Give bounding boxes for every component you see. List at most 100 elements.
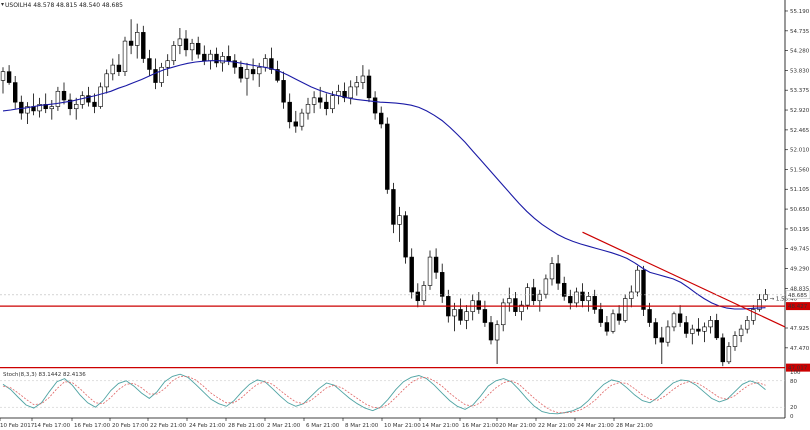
candle-body: [458, 309, 463, 321]
price-tick-label: 54.280: [790, 49, 810, 55]
support-lower-tag: [786, 363, 810, 372]
candle-body: [610, 313, 616, 332]
candle-body: [37, 104, 42, 112]
candle-body: [293, 121, 298, 127]
candle-body: [348, 86, 353, 99]
candle-body: [0, 71, 6, 81]
candle-body: [135, 32, 140, 46]
candle-body: [177, 38, 183, 46]
candle-body: [263, 58, 268, 68]
candle-body: [714, 320, 719, 339]
candle-body: [317, 97, 323, 103]
candle-body: [500, 302, 506, 326]
candle-body: [141, 32, 146, 59]
candle-body: [299, 112, 305, 127]
time-tick-label: 14 Feb 17:00: [34, 423, 71, 429]
candle-body: [525, 287, 530, 306]
price-tick-label: 49.745: [790, 247, 810, 253]
candle-body: [763, 294, 768, 300]
resistance-trendline[interactable]: [582, 231, 786, 328]
time-tick-label: 28 Mar 21:00: [616, 423, 653, 429]
candle-body: [635, 269, 640, 293]
candle-body: [702, 326, 707, 332]
candle-body: [580, 291, 585, 302]
candle-body: [464, 311, 469, 321]
candle-body: [244, 69, 250, 79]
candle-body: [281, 80, 286, 103]
time-tick-label: 14 Mar 21:00: [422, 423, 459, 429]
candle-body: [513, 298, 518, 312]
moving-average-line: [2, 60, 766, 310]
candle-body: [159, 66, 164, 83]
candle-body: [696, 328, 701, 332]
candle-body: [433, 256, 439, 273]
candle-body: [74, 104, 79, 110]
price-tick-label: 53.375: [790, 88, 810, 94]
price-tick-label: 52.920: [790, 108, 810, 114]
time-tick-label: 10 Mar 21:00: [384, 423, 421, 429]
candle-body: [519, 304, 524, 312]
candle-body: [122, 40, 128, 72]
candle-body: [208, 53, 213, 62]
candle-body: [397, 215, 402, 225]
candle-body: [6, 71, 12, 83]
price-tick-label: 54.735: [790, 29, 810, 35]
candle-body: [452, 309, 457, 317]
candle-body: [324, 101, 329, 110]
candle-body: [354, 82, 359, 88]
candle-body: [482, 309, 488, 323]
candle-body: [98, 86, 103, 107]
price-tick-label: 48.835: [790, 286, 810, 292]
support-upper-label: 48.427: [788, 304, 808, 310]
time-tick-label: 6 Mar 21:00: [306, 423, 340, 429]
candle-body: [726, 346, 732, 363]
candlesticks: [0, 19, 768, 367]
candle-body: [647, 309, 652, 323]
candle-body: [629, 291, 634, 299]
candle-body: [305, 104, 311, 114]
price-tick-label: 51.560: [790, 167, 810, 173]
candle-body: [738, 328, 744, 336]
candle-body: [653, 322, 658, 339]
candle-body: [110, 64, 116, 75]
candle-body: [403, 215, 408, 258]
price-tick-label: 52.465: [790, 128, 810, 134]
candle-body: [147, 58, 152, 70]
candle-body: [683, 322, 689, 334]
candle-body: [385, 123, 390, 190]
candle-body: [67, 99, 73, 110]
time-tick-label: 22 Feb 21:00: [150, 423, 187, 429]
candle-body: [568, 296, 573, 304]
candle-body: [238, 66, 244, 79]
candle-body: [183, 38, 189, 51]
stochastic-level-label: 20: [790, 405, 797, 411]
price-tick-label: 53.830: [790, 68, 810, 74]
candle-body: [476, 300, 481, 310]
candle-body: [104, 73, 109, 88]
stochastic-level-label: 80: [790, 379, 797, 385]
candle-body: [708, 320, 713, 328]
price-tick-label: 51.105: [790, 187, 810, 193]
candle-body: [250, 69, 256, 75]
time-tick-label: 20 Mar 21:00: [499, 423, 536, 429]
candle-body: [128, 40, 134, 46]
candle-body: [165, 60, 170, 68]
price-tick-label: 49.290: [790, 266, 810, 272]
candle-body: [311, 97, 317, 105]
candle-body: [13, 82, 18, 103]
price-tick-label: 52.010: [790, 148, 810, 154]
measure-annotation: → 1.50:46: [770, 297, 798, 303]
candle-body: [232, 60, 237, 68]
candle-body: [421, 285, 427, 302]
time-tick-label: 24 Mar 21:00: [577, 423, 614, 429]
candle-body: [269, 58, 274, 70]
candle-body: [214, 53, 219, 64]
candle-body: [153, 69, 158, 83]
price-axis: 55.190 54.735 54.280 53.830 53.375 52.920 52.4…: [785, 9, 810, 352]
candle-body: [86, 95, 91, 103]
dropdown-arrow-icon[interactable]: [1, 3, 4, 6]
candle-body: [189, 42, 195, 51]
candle-body: [677, 313, 683, 323]
candle-body: [549, 263, 555, 280]
stochastic-label: Stoch(8,3,3) 83.1442 82.4136: [3, 372, 86, 378]
